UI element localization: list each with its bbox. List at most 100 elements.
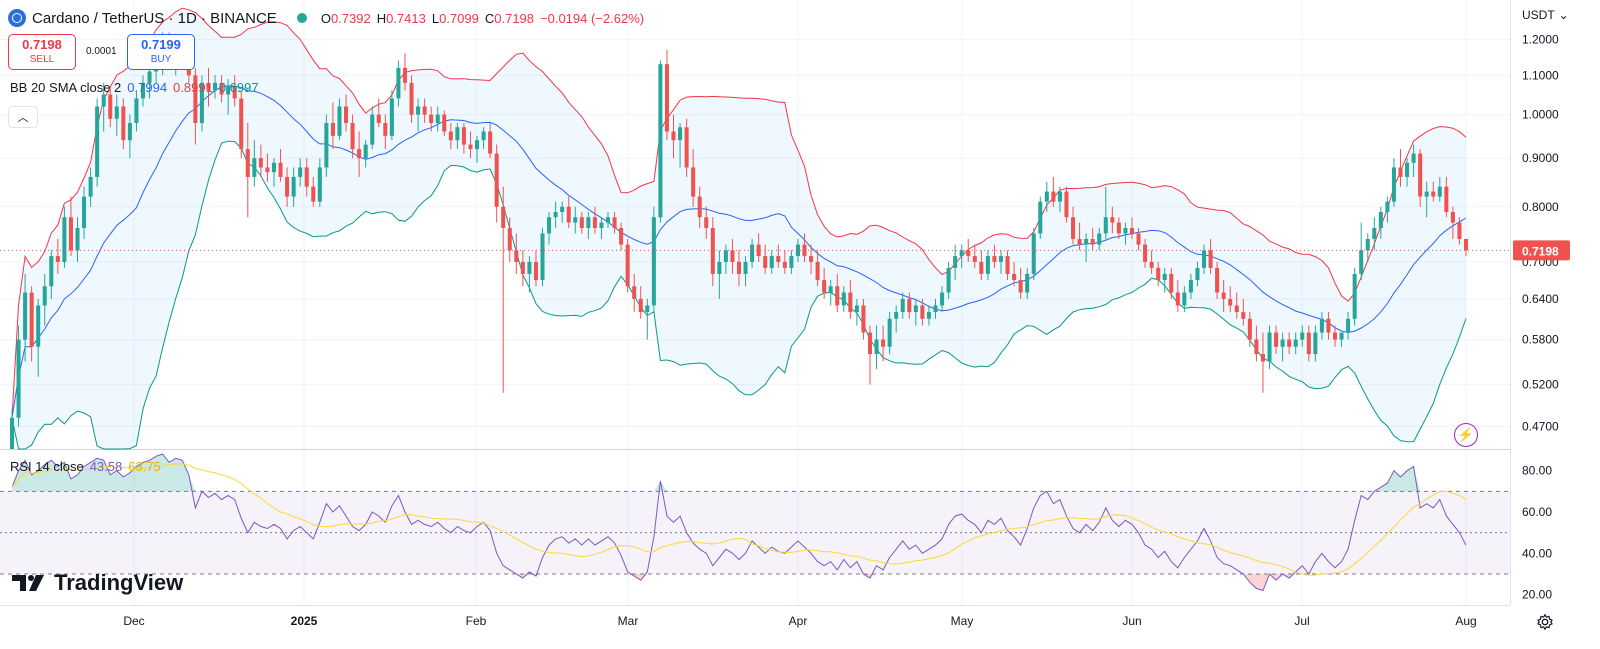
candle-body [1208, 250, 1213, 268]
candle [1254, 325, 1259, 362]
candle-body [527, 261, 532, 274]
candle-body [468, 144, 473, 150]
time-tick-label: Feb [466, 614, 487, 628]
candle-body [828, 286, 833, 293]
candle [717, 250, 722, 299]
candles [9, 32, 1469, 449]
candle [1031, 227, 1036, 281]
candle [1149, 250, 1154, 274]
candle [795, 238, 800, 262]
lightning-icon[interactable]: ⚡ [1454, 423, 1478, 447]
candle [887, 312, 892, 355]
candle-body [1359, 250, 1364, 274]
candle [815, 250, 820, 287]
currency-label: USDT [1522, 8, 1555, 22]
candle-body [1313, 332, 1318, 355]
candle-body [494, 153, 499, 207]
candle [298, 158, 303, 187]
candle [396, 60, 401, 107]
candle [1116, 217, 1121, 239]
candle [881, 325, 886, 362]
candle-body [547, 217, 552, 234]
rsi-tick-label: 80.00 [1522, 464, 1552, 478]
candle-body [625, 244, 630, 287]
candle [782, 250, 787, 274]
price-tick-label: 1.1000 [1522, 68, 1559, 82]
candle [1444, 176, 1449, 218]
candle-body [507, 227, 512, 251]
candle [959, 244, 964, 268]
candle [370, 106, 375, 150]
candle [933, 298, 938, 319]
candle [1405, 158, 1410, 187]
gear-icon[interactable] [1536, 613, 1554, 631]
candle-body [1280, 339, 1285, 347]
candle [1051, 176, 1056, 207]
bb-lower-value: 0.6997 [218, 80, 259, 95]
candle [1103, 186, 1108, 239]
candle-body [1260, 354, 1265, 362]
candle [337, 98, 342, 141]
candle [651, 206, 656, 313]
candle-body [1044, 191, 1049, 202]
candle-body [553, 211, 558, 218]
bb-legend[interactable]: BB 20 SMA close 2 0.7994 0.8991 0.6997 [10, 80, 259, 95]
candle-body [664, 64, 669, 132]
candle-body [1398, 167, 1403, 177]
candle [1274, 325, 1279, 355]
candle-body [1136, 233, 1141, 245]
candle [42, 273, 47, 326]
time-tick-label: 2025 [291, 614, 318, 628]
candle [501, 186, 506, 393]
candle [1071, 206, 1076, 245]
candle-body [1129, 227, 1134, 234]
candle [809, 244, 814, 274]
candle [736, 250, 742, 287]
candle-body [370, 114, 375, 145]
candle [1025, 267, 1030, 299]
candle-body [1431, 191, 1436, 197]
sell-button[interactable]: 0.7198 SELL [8, 34, 76, 70]
currency-selector[interactable]: USDT ⌄ [1522, 8, 1569, 22]
candle [488, 122, 493, 159]
candle-body [429, 114, 434, 123]
candle-body [1005, 256, 1010, 274]
candle-body [959, 250, 964, 257]
candle-body [101, 94, 106, 107]
rsi-legend[interactable]: RSI 14 close 43.58 63.75 [10, 459, 161, 474]
candle-body [736, 261, 742, 274]
candle [134, 90, 139, 132]
symbol-title[interactable]: Cardano / TetherUS · 1D · BINANCE [32, 9, 277, 27]
candle [763, 244, 768, 274]
candle-body [36, 305, 41, 347]
candle [560, 201, 565, 223]
candle [697, 186, 702, 228]
candle-body [848, 292, 853, 313]
candle-body [226, 86, 231, 95]
time-tick-label: Jun [1122, 614, 1141, 628]
change-value: −0.0194 (−2.62%) [540, 10, 645, 26]
candle [926, 305, 931, 326]
candle-body [1457, 222, 1462, 239]
candle [206, 67, 211, 107]
rsi-overbought-fill [12, 454, 1466, 492]
candle [776, 244, 781, 268]
candle [304, 158, 309, 197]
candle-body [776, 256, 781, 262]
candle-body [304, 167, 309, 187]
candle-body [1254, 339, 1259, 355]
candle [520, 250, 525, 287]
candle [566, 196, 571, 228]
candle-body [579, 217, 584, 228]
candle [435, 106, 440, 132]
buy-button[interactable]: 0.7199 BUY [127, 34, 195, 70]
collapse-legend-button[interactable]: ︿ [8, 106, 38, 128]
candle [468, 131, 473, 159]
candle-body [1287, 339, 1292, 347]
candle-body [82, 196, 87, 228]
candle [1411, 144, 1416, 177]
candle-body [815, 261, 820, 281]
candle-body [258, 158, 263, 168]
candle [913, 298, 918, 326]
